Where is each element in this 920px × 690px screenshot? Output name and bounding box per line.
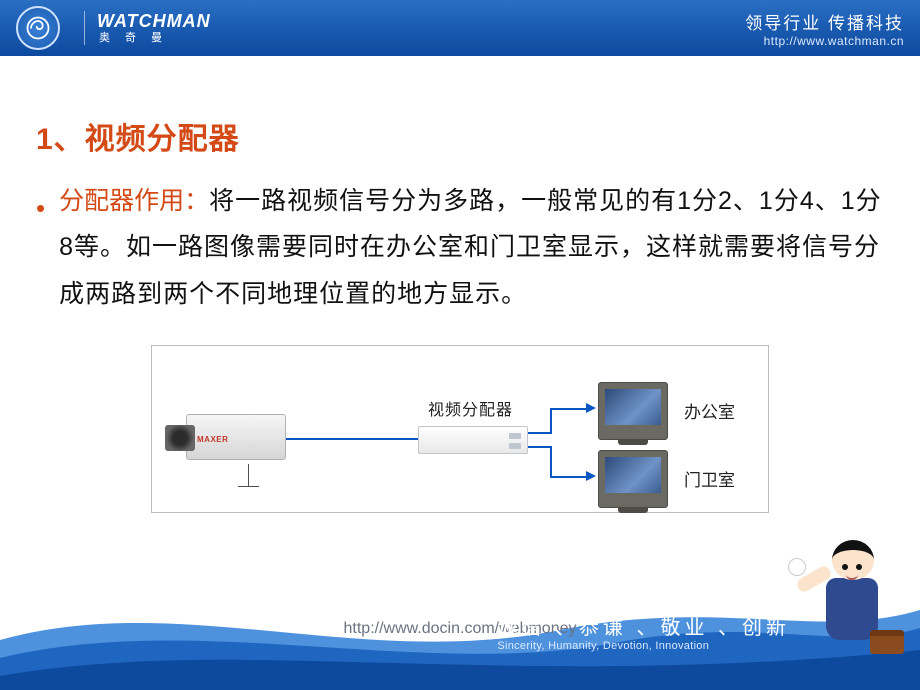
- wire-out-stub1: [528, 432, 550, 434]
- slide-content: 1、视频分配器 • 分配器作用：将一路视频信号分为多路，一般常见的有1分2、1分…: [0, 56, 920, 513]
- splitter-icon: [418, 426, 528, 454]
- body-text-wrap: 分配器作用：将一路视频信号分为多路，一般常见的有1分2、1分4、1分8等。如一路…: [59, 178, 884, 317]
- wire-out-stub2: [528, 446, 550, 448]
- mascot-icon: [810, 534, 898, 654]
- wire-to-mon1: [550, 408, 588, 410]
- splitter-label: 视频分配器: [428, 396, 513, 420]
- footer-values-en: Sincerity, Humanity, Devotion, Innovatio…: [497, 640, 790, 652]
- header-url: http://www.watchman.cn: [745, 34, 904, 48]
- camera-icon: MAXER: [186, 414, 286, 460]
- header-right: 领导行业 传播科技 http://www.watchman.cn: [745, 9, 904, 48]
- wire-down: [550, 446, 552, 476]
- body-label: 分配器作用：: [59, 187, 209, 215]
- wire-up: [550, 408, 552, 434]
- diagram-box: MAXER 视频分配器 办公室 门卫室: [151, 345, 769, 513]
- arrow-mon1: [586, 403, 596, 413]
- camera-brand: MAXER: [197, 435, 228, 444]
- monitor-1-icon: [598, 382, 668, 440]
- body-row: • 分配器作用：将一路视频信号分为多路，一般常见的有1分2、1分4、1分8等。如…: [36, 178, 884, 317]
- slide-title: 1、视频分配器: [36, 114, 884, 158]
- footer-values-cn: 诚信 、恭谦 、敬业 、创新: [497, 611, 790, 640]
- logo-emblem: [16, 6, 60, 50]
- bullet-icon: •: [36, 184, 45, 232]
- output-label-1: 办公室: [684, 398, 735, 423]
- swirl-icon: [24, 14, 52, 42]
- header-divider: [84, 11, 85, 45]
- arrow-mon2: [586, 471, 596, 481]
- output-label-2: 门卫室: [684, 466, 735, 491]
- brand-chinese: 奥 奇 曼: [99, 32, 211, 45]
- header-tagline: 领导行业 传播科技: [745, 9, 904, 34]
- monitor-2-icon: [598, 450, 668, 508]
- footer-values: 诚信 、恭谦 、敬业 、创新 Sincerity, Humanity, Devo…: [497, 611, 790, 652]
- ground-icon: [248, 464, 249, 486]
- brand-english: WATCHMAN: [97, 11, 211, 32]
- wire-cam-to-splitter: [286, 438, 418, 440]
- wire-to-mon2: [550, 476, 588, 478]
- header-bar: WATCHMAN 奥 奇 曼 领导行业 传播科技 http://www.watc…: [0, 0, 920, 56]
- brand-block: WATCHMAN 奥 奇 曼: [97, 11, 211, 44]
